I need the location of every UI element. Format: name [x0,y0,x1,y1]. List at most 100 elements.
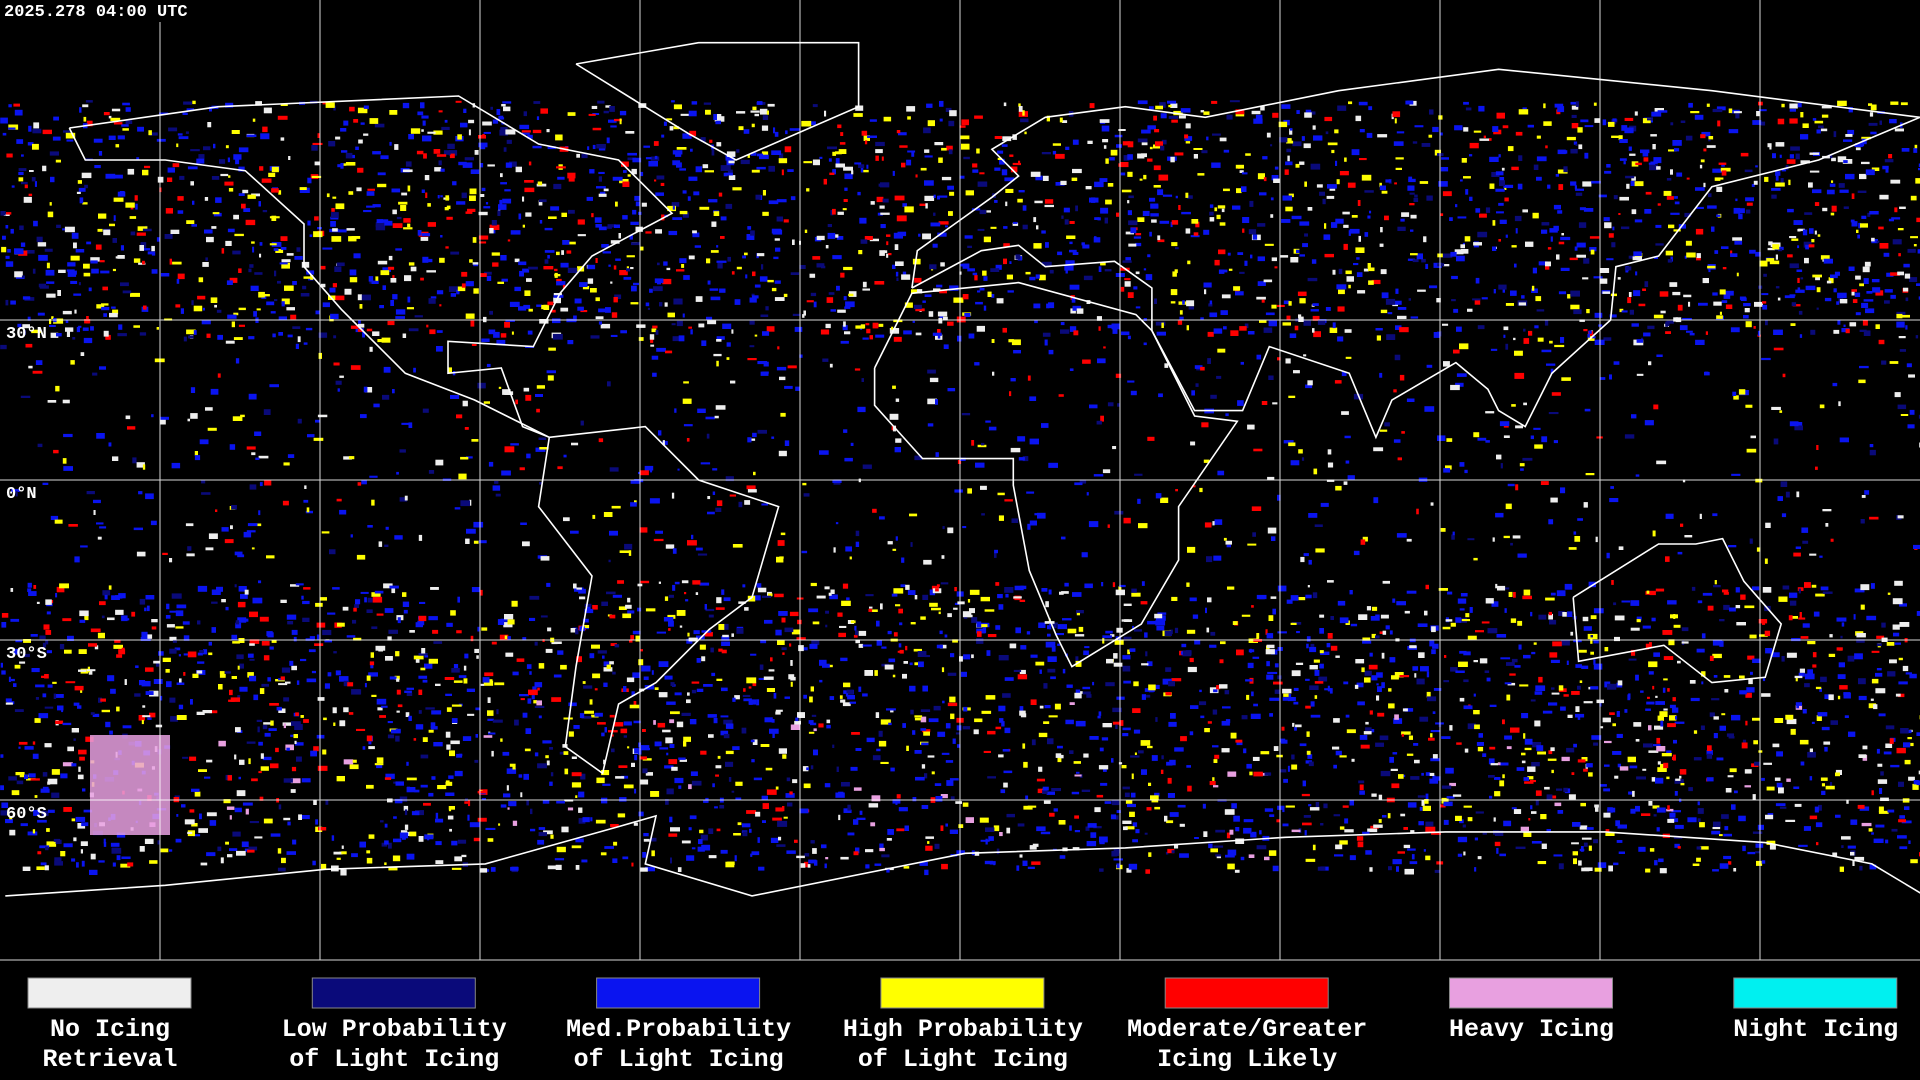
icing-pixel [404,824,409,830]
icing-pixel [156,138,166,142]
icing-pixel [330,221,336,227]
icing-pixel [1207,358,1211,364]
icing-pixel [108,115,112,119]
icing-pixel [1253,448,1263,452]
icing-pixel [1018,106,1023,112]
icing-pixel [36,236,43,242]
icing-pixel [211,627,216,633]
icing-pixel [1485,598,1494,604]
icing-pixel [773,692,777,699]
icing-pixel [1515,131,1523,136]
icing-pixel [1014,585,1024,591]
icing-pixel [751,293,755,297]
icing-pixel [972,272,978,276]
icing-pixel [934,142,944,146]
icing-pixel [6,153,13,158]
icing-pixel [1889,659,1897,664]
icing-pixel [752,739,758,745]
icing-pixel [374,763,384,766]
icing-pixel [1178,115,1186,119]
icing-pixel [404,809,408,816]
icing-pixel [867,135,877,138]
icing-pixel [1696,257,1701,261]
icing-pixel [479,589,483,596]
icing-pixel [27,142,34,146]
icing-pixel [1663,656,1674,660]
icing-pixel [1250,254,1253,259]
icing-pixel [917,289,923,294]
icing-pixel [333,362,340,366]
icing-pixel [1590,249,1595,255]
icing-pixel [472,262,479,265]
icing-pixel [764,619,773,624]
icing-pixel [1388,703,1395,709]
icing-pixel [1366,132,1373,138]
icing-pixel [1302,822,1312,826]
icing-pixel [140,637,151,641]
icing-pixel [980,485,987,490]
icing-pixel [842,325,848,331]
icing-pixel [1690,111,1700,114]
icing-pixel [524,748,531,752]
icing-pixel [947,527,954,534]
icing-pixel [1072,847,1080,851]
icing-pixel [1830,720,1838,725]
icing-pixel [1225,719,1231,724]
icing-pixel [676,162,682,168]
icing-pixel [1817,234,1821,237]
icing-pixel [1833,329,1840,334]
icing-pixel [1047,656,1057,662]
icing-pixel [1522,209,1528,213]
icing-pixel [1377,134,1388,138]
icing-pixel [1573,141,1578,145]
icing-pixel [1003,258,1007,265]
icing-pixel [776,199,787,203]
icing-pixel [172,163,180,168]
icing-pixel [862,337,869,340]
icing-pixel [1580,119,1589,123]
icing-pixel [1127,292,1134,298]
icing-pixel [1358,235,1361,242]
icing-pixel [177,273,185,280]
icing-pixel [27,582,32,588]
icing-pixel [501,278,508,282]
icing-pixel [1040,831,1051,835]
icing-pixel [580,310,588,313]
icing-pixel [1022,456,1029,462]
icing-pixel [351,853,358,858]
icing-pixel [758,677,768,680]
icing-pixel [712,468,718,471]
icing-pixel [838,632,846,638]
icing-pixel [597,100,605,104]
icing-pixel [1216,214,1221,220]
icing-pixel [1886,642,1895,646]
icing-pixel [725,154,735,161]
icing-pixel [402,333,407,338]
icing-pixel [806,300,814,303]
icing-pixel [1288,395,1296,398]
icing-pixel [1265,312,1275,316]
icing-pixel [188,335,194,339]
icing-pixel [1365,850,1372,855]
icing-pixel [861,169,869,173]
icing-pixel [1309,807,1320,811]
icing-pixel [691,847,696,850]
icing-pixel [418,653,428,656]
icing-pixel [1111,850,1118,857]
icing-pixel [478,135,486,139]
icing-pixel [1473,130,1482,133]
icing-pixel [1761,860,1766,864]
icing-pixel [910,542,913,547]
icing-pixel [990,226,997,229]
icing-pixel [210,297,218,303]
icing-pixel [1656,460,1667,465]
icing-pixel [1124,278,1131,281]
icing-pixel [416,150,424,155]
icing-pixel [947,672,957,676]
icing-pixel [1514,372,1525,379]
icing-pixel [1557,210,1563,214]
icing-pixel [0,117,8,124]
icing-pixel [1363,268,1369,272]
icing-pixel [1239,326,1247,331]
icing-pixel [259,796,264,801]
